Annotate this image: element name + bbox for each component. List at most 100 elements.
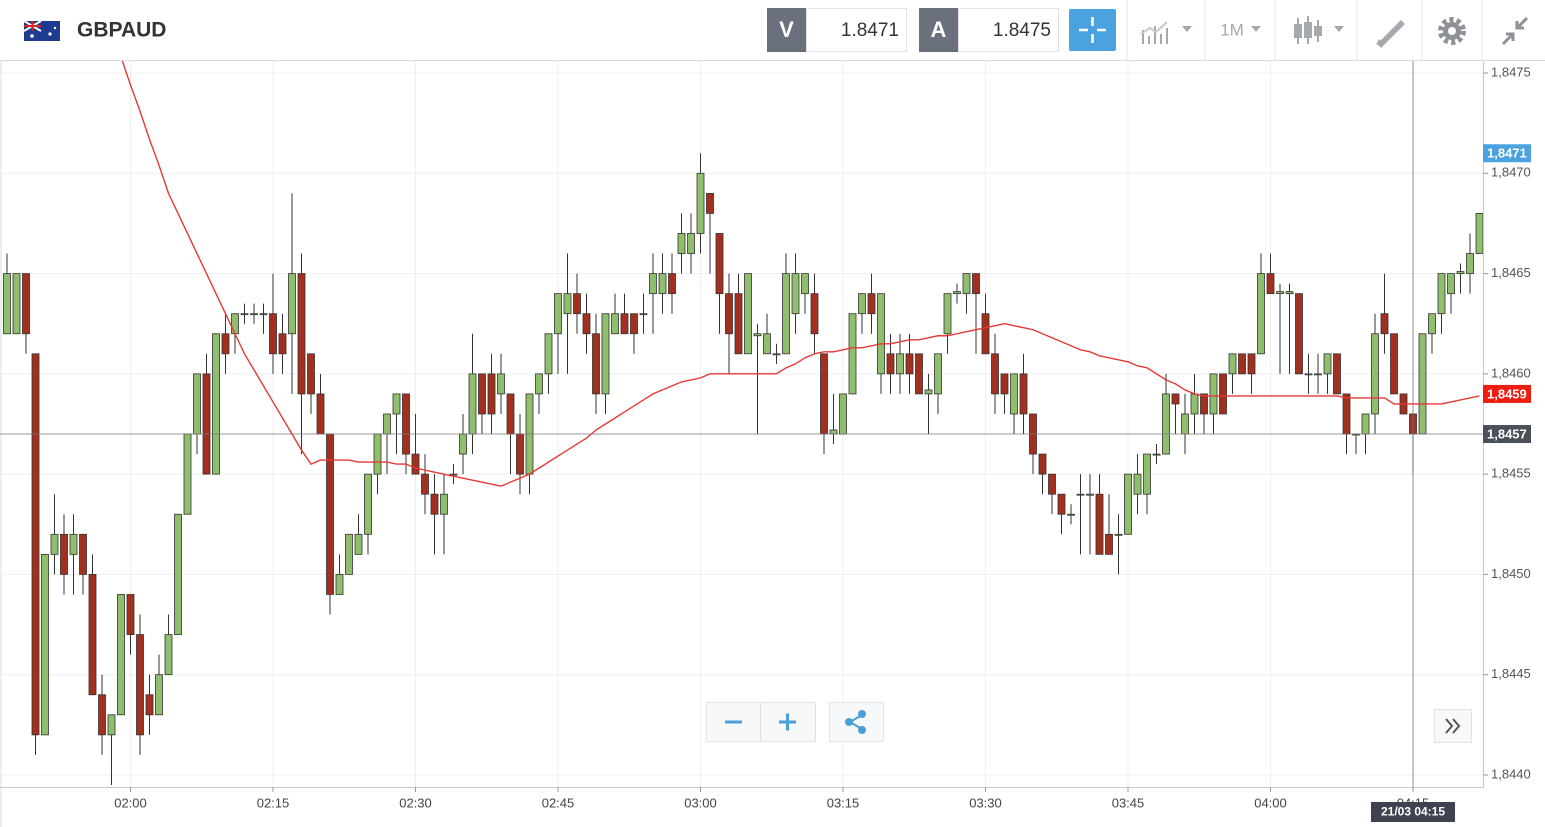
timeframe-button[interactable]: 1M (1220, 20, 1261, 39)
candle-body (630, 313, 638, 335)
candle-body (1038, 453, 1047, 475)
candle-body (183, 433, 192, 515)
zoom-controls (706, 702, 1472, 743)
crosshair-time-tag (1371, 802, 1455, 822)
overlay: 1,8457 21/03 04:15 1,8471 1,8459 (0, 61, 1531, 822)
candle-body (1048, 473, 1056, 495)
draw-button[interactable] (1376, 20, 1405, 48)
candle-body (79, 533, 87, 575)
candle-body (1475, 213, 1483, 254)
candle-body (763, 333, 771, 355)
candle-body (1200, 393, 1208, 415)
candle-body (1067, 513, 1075, 516)
candle-body (1257, 273, 1265, 355)
candle-body (50, 533, 59, 555)
x-tick-label: 03:00 (684, 795, 717, 810)
candle-body (1285, 291, 1294, 295)
candle-body (231, 313, 239, 335)
y-tick-label: 1,8445 (1491, 666, 1531, 681)
candle-body (383, 413, 391, 435)
y-tick-label: 1,8465 (1491, 265, 1531, 280)
candle-body (905, 353, 914, 375)
candle-body (1266, 273, 1275, 295)
y-tick-label: 1,8470 (1491, 165, 1531, 180)
price-tag-label: 1,8459 (1487, 386, 1527, 401)
candle-body (981, 313, 990, 355)
sell-button[interactable]: V 1.8471 (767, 8, 907, 52)
candle-body (174, 513, 182, 635)
x-tick-label: 02:30 (399, 795, 432, 810)
candle-body (810, 293, 819, 335)
candle-body (430, 493, 439, 515)
candle-body (1247, 353, 1256, 375)
candle-body (516, 433, 524, 475)
candle-body (1000, 373, 1009, 395)
candle-body (459, 433, 467, 455)
candle-body (696, 172, 705, 234)
grid (0, 61, 1483, 787)
zoom-in-button[interactable] (760, 702, 816, 742)
candle-body (12, 273, 21, 335)
crosshair-button[interactable] (1069, 9, 1116, 51)
x-tick-label: 03:45 (1112, 795, 1145, 810)
x-tick-label: 03:15 (827, 795, 860, 810)
candle-body (440, 493, 448, 515)
candle-body (1342, 393, 1351, 435)
candle-body (848, 313, 857, 395)
candle-body (953, 291, 961, 295)
candle-body (639, 313, 648, 316)
buy-label: A (931, 17, 947, 42)
candle-body (620, 313, 629, 335)
candle-body (563, 293, 572, 315)
share-button[interactable] (829, 702, 884, 742)
zoom-out-button[interactable] (706, 702, 761, 742)
candle-body (1418, 333, 1427, 435)
candle-body (69, 533, 78, 555)
candle-body (544, 333, 553, 375)
candle-body (1466, 253, 1474, 274)
candle-body (1447, 273, 1455, 295)
flag (23, 20, 60, 41)
candle-type-button[interactable] (1294, 16, 1344, 44)
collapse-button[interactable] (1501, 16, 1529, 46)
candle-body (88, 574, 97, 696)
candle-body (801, 273, 809, 295)
scroll-end-button[interactable] (1434, 709, 1472, 743)
candle-body (858, 293, 866, 315)
candle-body (41, 553, 49, 736)
candle-body (687, 233, 695, 254)
candle-body (753, 333, 762, 337)
candle-body (991, 353, 999, 395)
settings-button[interactable] (1438, 17, 1466, 45)
candle-body (193, 373, 201, 435)
candle-body (886, 353, 895, 375)
candle-body (354, 533, 363, 555)
candle-body (288, 273, 296, 335)
candle-body (60, 533, 68, 575)
candle-body (117, 594, 125, 716)
price-tag (1483, 384, 1531, 403)
candle-body (1057, 493, 1066, 515)
candle-body (1095, 493, 1104, 555)
buy-button[interactable]: A 1.8475 (919, 8, 1059, 52)
toolbar: GBPAUD V 1.8471 A 1.8475 1M (0, 0, 1545, 61)
candle-body (506, 393, 515, 435)
candle-body (1304, 373, 1313, 376)
candle-body (725, 293, 733, 335)
separators (1126, 0, 1483, 60)
candle-body (896, 353, 904, 375)
candle-body (1019, 373, 1028, 415)
chart-type-button[interactable] (1140, 21, 1192, 44)
candle-body (772, 353, 781, 356)
candle-body (497, 373, 505, 395)
candle-body (677, 233, 686, 254)
candle-body (867, 293, 876, 315)
candle-body (1456, 271, 1465, 274)
candle-body (297, 273, 306, 395)
candle-body (1190, 393, 1199, 415)
candle-body (411, 453, 420, 475)
candle-body (1295, 293, 1303, 375)
crosshair-time-label: 21/03 04:15 (1381, 805, 1445, 819)
candle-body (3, 273, 11, 335)
